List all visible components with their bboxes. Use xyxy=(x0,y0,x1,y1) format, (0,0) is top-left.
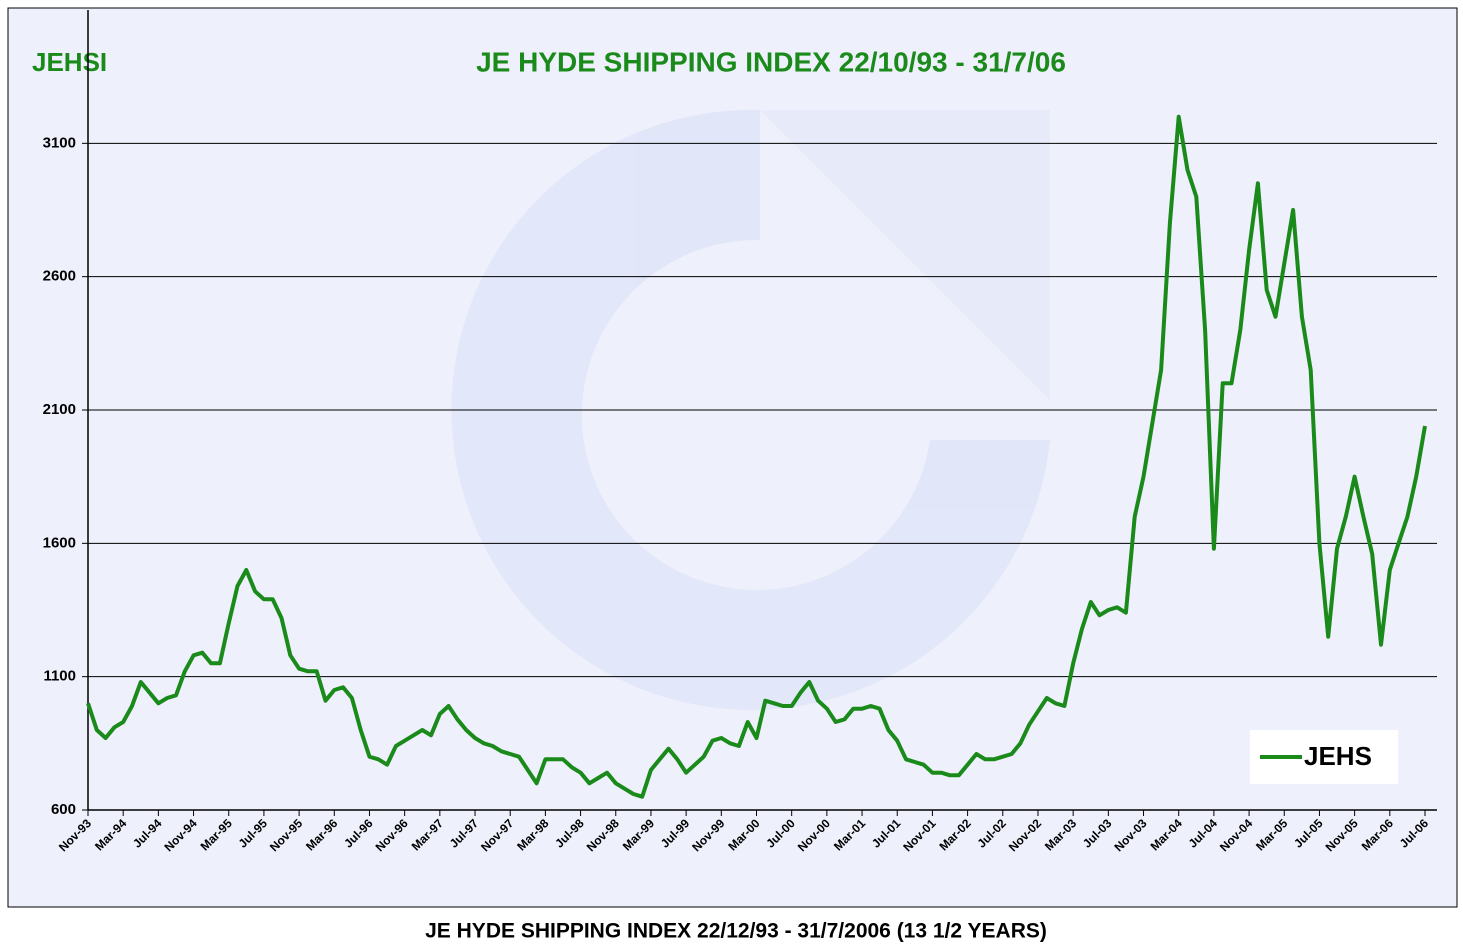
y-tick-label: 3100 xyxy=(43,134,76,151)
y-tick-label: 1600 xyxy=(43,534,76,551)
y-tick-label: 1100 xyxy=(43,668,76,685)
chart-title: JE HYDE SHIPPING INDEX 22/10/93 - 31/7/0… xyxy=(476,46,1066,77)
watermark-ring xyxy=(451,109,1050,710)
legend: JEHS xyxy=(1250,730,1398,784)
watermark xyxy=(451,109,1050,710)
y-tick-label: 2100 xyxy=(43,401,76,418)
caption: JE HYDE SHIPPING INDEX 22/12/93 - 31/7/2… xyxy=(425,920,1047,943)
y-tick-label: 600 xyxy=(51,801,76,818)
legend-label: JEHS xyxy=(1304,741,1372,771)
y-axis-label: JEHSI xyxy=(32,47,107,77)
series-line xyxy=(86,114,1427,799)
y-tick-label: 2600 xyxy=(43,268,76,285)
watermark-wedge xyxy=(760,110,1050,400)
